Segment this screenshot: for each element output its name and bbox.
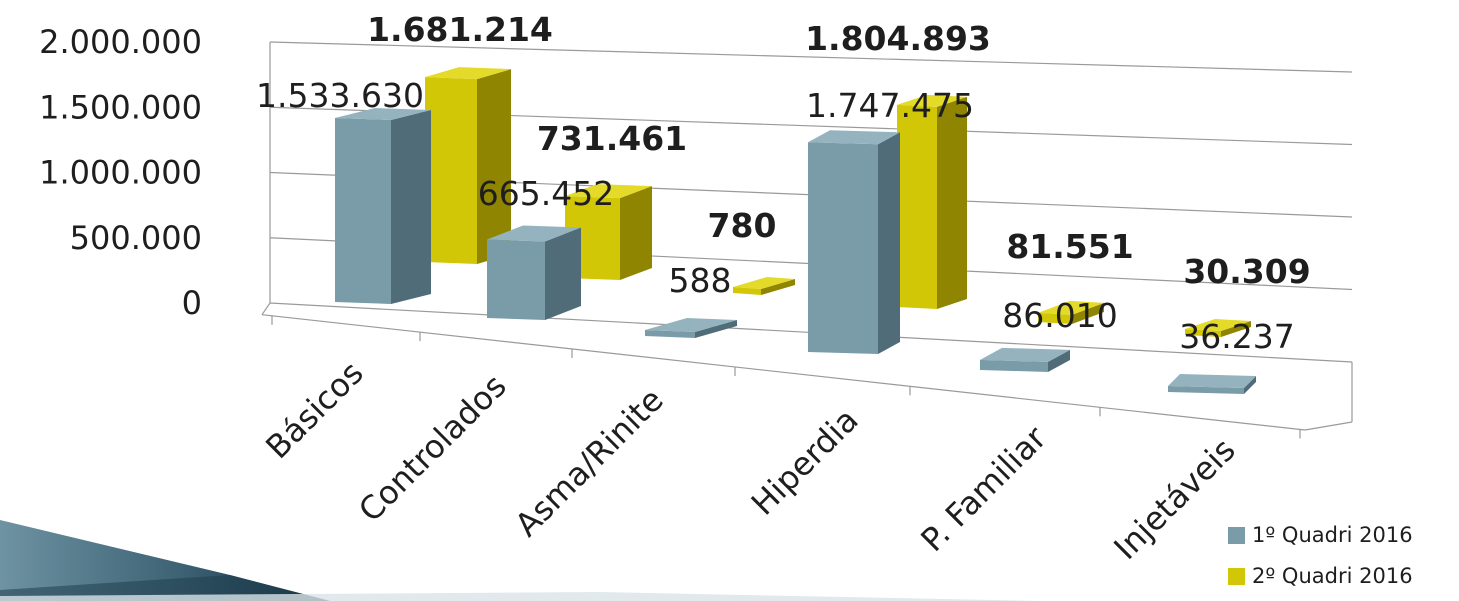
bar-series1-front [645,330,695,338]
bar-series1-front [335,118,391,304]
bar-series1-top [645,318,737,332]
bar-series2-side [761,279,795,295]
bar-series1 [335,108,431,304]
bar-series1-side [545,227,581,320]
bar-series2-side [477,69,511,264]
bar-series1-top [487,225,581,242]
y-tick-label: 0 [182,284,202,322]
y-tick-label: 500.000 [70,219,202,257]
bar-series1-top [808,130,900,145]
data-label-series2: 1.681.214 [367,10,553,49]
bar-series1 [645,318,737,338]
legend-swatch [1228,568,1245,585]
bar-series2-side [620,186,652,280]
bar-series2-top [565,184,652,199]
bar-series1 [1168,374,1256,394]
bar-series2-side [937,96,967,310]
floor-left-edge [261,302,271,316]
x-tick-label: Básicos [258,354,370,466]
bar-series2-front [897,104,937,310]
bar-series2 [425,67,511,264]
bar-series2 [733,277,795,295]
bar-series2-top [425,67,511,80]
bar-series2 [1185,319,1251,337]
bar-series1-front [808,142,878,354]
floor-front-edge [261,314,1306,431]
bar-series2-front [1038,312,1072,324]
bar-series1-side [878,132,900,354]
legend-label: 1º Quadri 2016 [1252,523,1413,547]
corner-decoration [0,520,1040,601]
corner-arrow-tail [0,592,1040,601]
data-label-series2: 1.804.893 [805,19,991,58]
legend-label: 2º Quadri 2016 [1252,564,1413,588]
y-tick-label: 2.000.000 [39,23,202,61]
data-label-series1: 36.237 [1179,317,1294,356]
bar-series1-top [980,347,1070,362]
bar-series1 [980,347,1070,372]
data-label-series2: 81.551 [1006,227,1133,266]
bar-series1-top [1168,374,1256,388]
bar-series1-front [1168,386,1244,394]
data-label-series2: 780 [708,206,777,245]
data-label-series1: 665.452 [478,174,614,213]
bar-series1-front [980,359,1048,372]
x-tick-label: Controlados [351,367,514,530]
data-label-series2: 30.309 [1183,252,1310,291]
bar-series1 [808,130,900,354]
floor-right-edge [1304,421,1353,431]
bars [335,67,1256,394]
bar-series1 [487,225,581,320]
legend-swatch [1228,527,1245,544]
y-tick-label: 1.000.000 [39,154,202,192]
data-labels: 1.533.630 665.452 588 1.747.475 86.010 36.237… [256,10,1311,356]
legend: 1º Quadri 2016 2º Quadri 2016 [1228,523,1413,588]
gridline [269,41,1353,73]
bar-series1-front [487,239,545,320]
x-tick-label: P. Familiar [913,418,1054,559]
bar-series2-side [1221,321,1251,337]
bar-series1-side [695,320,737,338]
x-tick-label: Asma/Rinite [508,381,671,544]
data-label-series1: 588 [669,261,732,300]
bar-series1-side [1244,376,1256,394]
bar-series1-top [335,108,431,120]
bar-series2-front [425,77,477,264]
data-label-series1: 1.747.475 [806,86,974,125]
bar-series2-top [897,94,967,107]
y-axis-ticks: 0 500.000 1.000.000 1.500.000 2.000.000 [39,23,202,322]
bar-series2 [1038,300,1104,324]
bar-series2-front [733,287,761,295]
x-tick-label: Hiperdia [744,401,866,523]
y-tick-label: 1.500.000 [39,88,202,126]
x-tick-label: Injetáveis [1106,431,1242,567]
bar-series2-top [1038,300,1104,315]
bar-series2-top [733,277,795,289]
data-label-series1: 1.533.630 [256,76,424,115]
bar-series1-side [391,110,431,304]
bar-series2-front [1185,329,1221,337]
data-label-series2: 731.461 [537,119,687,158]
bar-series1-side [1048,349,1070,372]
data-label-series1: 86.010 [1002,296,1117,335]
bar-series2 [897,94,967,310]
bar-series2-top [1185,319,1251,331]
bar-series2-side [1072,302,1104,324]
